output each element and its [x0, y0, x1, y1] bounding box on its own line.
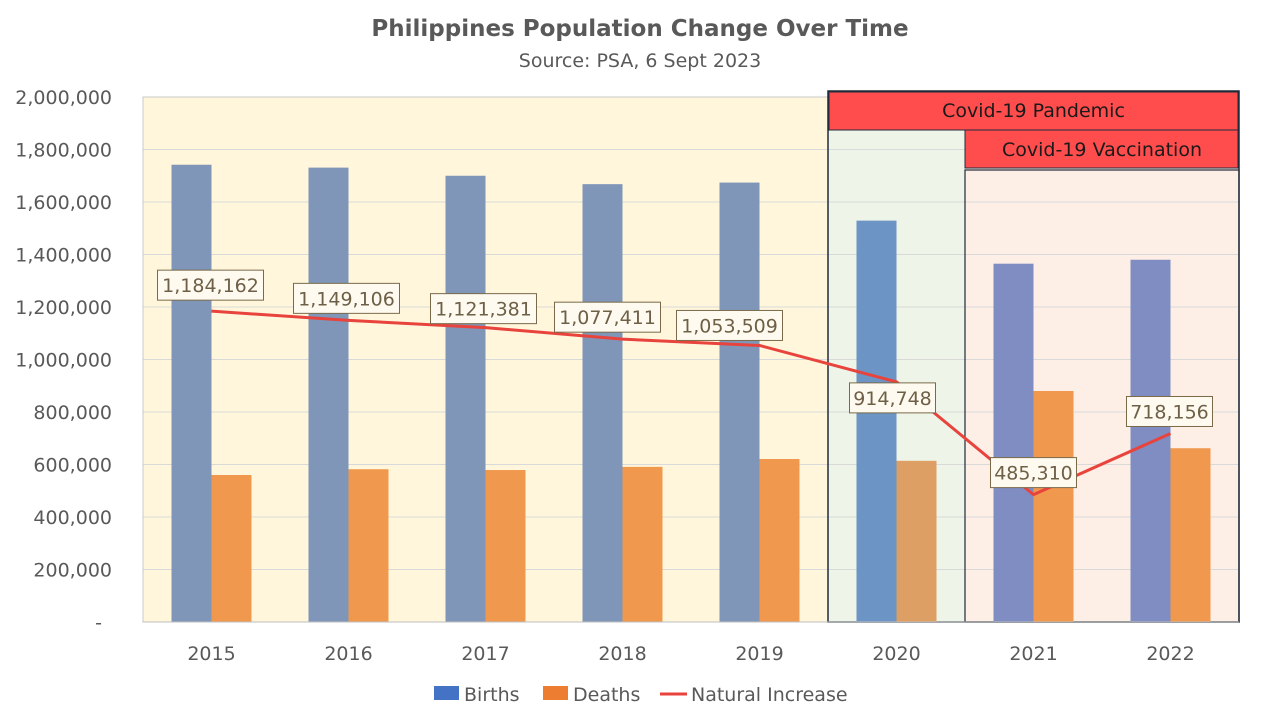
covid-banners: Covid-19 Pandemic Covid-19 Vaccination: [828, 91, 1239, 169]
pandemic-banner-label: Covid-19 Pandemic: [942, 100, 1125, 122]
deaths-bar: [1170, 448, 1211, 622]
legend-births-label: Births: [464, 684, 520, 706]
y-tick-label: 800,000: [33, 402, 112, 424]
y-tick-label: 1,400,000: [15, 245, 112, 267]
data-labels: 1,184,162 1,149,106 1,121,381 1,077,411 1,05…: [157, 269, 1213, 489]
legend-deaths-label: Deaths: [573, 684, 640, 706]
y-tick-label: 1,200,000: [15, 297, 112, 319]
data-label-box: [293, 282, 400, 314]
y-tick-label: 1,600,000: [15, 192, 112, 214]
data-label-box: [430, 293, 537, 325]
data-label: 485,310: [994, 463, 1073, 485]
y-tick-label: 200,000: [33, 560, 112, 582]
births-bar: [856, 220, 897, 622]
vaccination-banner: [964, 129, 1239, 169]
births-bar: [445, 175, 486, 622]
deaths-bar: [896, 460, 937, 622]
deaths-bar: [485, 470, 526, 622]
y-tick-label: 400,000: [33, 507, 112, 529]
data-label-box: [554, 301, 661, 333]
births-bar: [719, 182, 760, 622]
births-bar: [993, 263, 1034, 622]
y-tick-label: 2,000,000: [15, 87, 112, 109]
legend-deaths-swatch: [543, 686, 568, 700]
deaths-bar: [759, 458, 800, 622]
deaths-bar: [1033, 391, 1074, 622]
deaths-bar: [348, 469, 389, 622]
x-tick-label: 2019: [735, 643, 783, 665]
x-tick-label: 2022: [1146, 643, 1194, 665]
x-tick-label: 2016: [324, 643, 372, 665]
x-tick-label: 2017: [461, 643, 509, 665]
data-label: 1,053,509: [681, 315, 778, 337]
x-tick-label: 2020: [872, 643, 920, 665]
bars: [171, 164, 1211, 623]
y-axis: - 200,000 400,000 600,000 800,000 1,000,000 1,…: [15, 87, 144, 634]
data-label-box: [157, 269, 264, 301]
deaths-bar: [622, 466, 663, 622]
data-label-box: [990, 457, 1077, 489]
chart-subtitle: Source: PSA, 6 Sept 2023: [519, 50, 761, 72]
data-label-box: [849, 382, 936, 414]
births-bar: [171, 164, 212, 622]
x-axis: 2015 2016 2017 2018 2019 2020 2021 2022: [143, 621, 1239, 665]
chart-title: Philippines Population Change Over Time: [371, 16, 908, 42]
legend: Births Deaths Natural Increase: [434, 684, 848, 706]
y-tick-label: 600,000: [33, 455, 112, 477]
data-label: 1,149,106: [298, 288, 395, 310]
births-bar: [582, 184, 623, 622]
births-bar: [308, 167, 349, 623]
x-tick-label: 2021: [1009, 643, 1057, 665]
y-tick-label: -: [95, 612, 102, 634]
vaccination-banner-label: Covid-19 Vaccination: [1002, 139, 1202, 161]
data-label: 914,748: [853, 388, 932, 410]
data-label: 1,077,411: [559, 307, 656, 329]
data-label: 718,156: [1130, 401, 1209, 423]
data-label-box: [1126, 395, 1213, 427]
pandemic-banner: [828, 91, 1239, 131]
legend-natural-increase-label: Natural Increase: [691, 684, 848, 706]
x-tick-label: 2015: [187, 643, 235, 665]
x-tick-label: 2018: [598, 643, 646, 665]
y-tick-label: 1,000,000: [15, 350, 112, 372]
legend-births-swatch: [434, 686, 459, 700]
data-label-box: [676, 309, 783, 341]
deaths-bar: [211, 475, 252, 622]
data-label: 1,184,162: [162, 275, 259, 297]
data-label: 1,121,381: [435, 299, 532, 321]
y-tick-label: 1,800,000: [15, 140, 112, 162]
